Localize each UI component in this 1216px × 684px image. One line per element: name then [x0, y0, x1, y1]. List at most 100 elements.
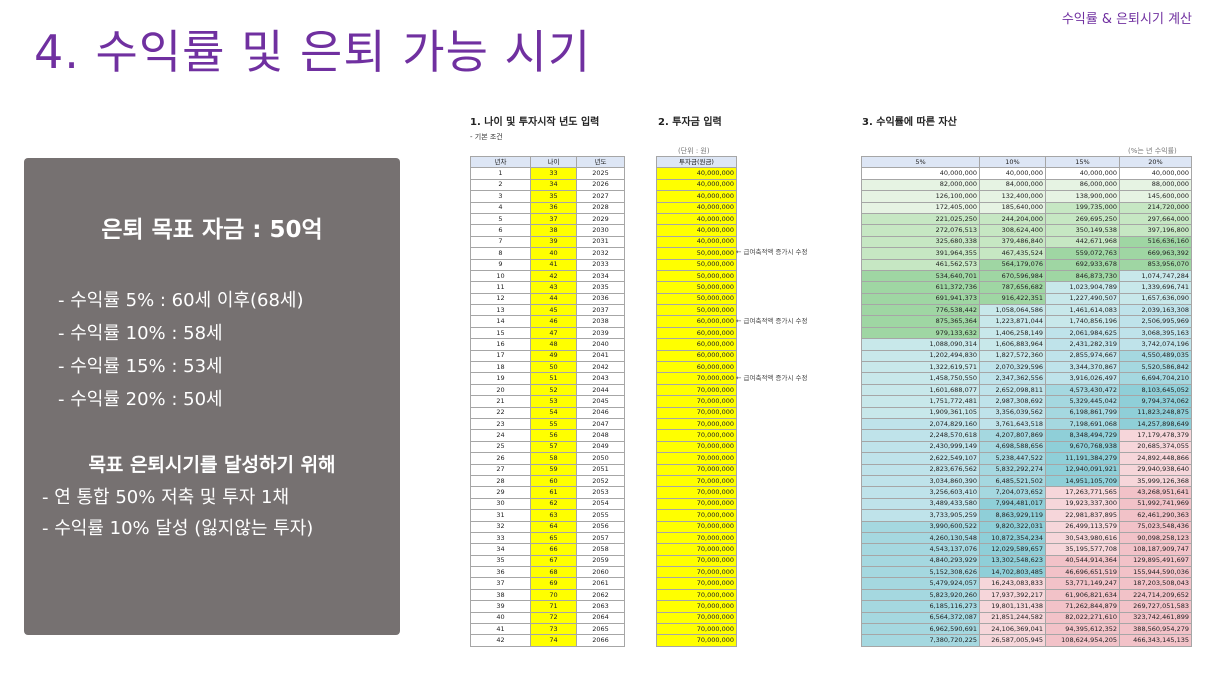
table-cell[interactable]: 40,000,000 [656, 224, 737, 237]
table-cell[interactable]: 35,195,577,708 [1045, 543, 1120, 556]
table-cell[interactable]: 10,872,354,234 [979, 531, 1046, 545]
table-cell[interactable]: 3,733,905,259 [861, 509, 980, 522]
table-cell[interactable]: 46 [530, 315, 577, 328]
table-cell[interactable]: 5,152,308,626 [861, 566, 980, 579]
table-cell[interactable]: 126,100,000 [861, 190, 980, 203]
table-cell[interactable]: 60,000,000 [656, 338, 737, 351]
table-cell[interactable]: 516,636,160 [1119, 235, 1192, 249]
table-cell[interactable]: 2031 [576, 235, 625, 249]
table-cell[interactable]: 2049 [576, 440, 625, 454]
table-cell[interactable]: 5,238,447,522 [979, 452, 1046, 465]
table-cell[interactable]: 2050 [576, 452, 625, 465]
table-cell[interactable]: 3,742,074,196 [1119, 338, 1192, 351]
table-cell[interactable]: 269,695,250 [1045, 212, 1120, 226]
table-cell[interactable]: 3,344,370,867 [1045, 361, 1120, 374]
table-cell[interactable]: 2057 [576, 531, 625, 545]
table-cell[interactable]: 269,727,051,583 [1119, 600, 1192, 613]
table-cell[interactable]: 22,981,837,895 [1045, 509, 1120, 522]
table-cell[interactable]: 14,702,803,485 [979, 566, 1046, 579]
table-cell[interactable]: 46,696,651,519 [1045, 566, 1120, 579]
table-cell[interactable]: 84,000,000 [979, 178, 1046, 192]
table-cell[interactable]: 45 [530, 304, 577, 317]
table-cell[interactable]: 25 [470, 440, 531, 454]
table-cell[interactable]: 75,023,548,436 [1119, 520, 1192, 533]
table-cell[interactable]: 138,900,000 [1045, 190, 1120, 203]
table-cell[interactable]: 37 [470, 577, 531, 590]
table-cell[interactable]: 7,204,073,652 [979, 486, 1046, 499]
table-cell[interactable]: 1,740,856,196 [1045, 315, 1120, 328]
table-cell[interactable]: 2033 [576, 258, 625, 271]
table-cell[interactable]: 60,000,000 [656, 326, 737, 340]
table-cell[interactable]: 2056 [576, 520, 625, 533]
table-cell[interactable]: 5,329,445,042 [1045, 395, 1120, 408]
table-cell[interactable]: 6,694,704,210 [1119, 372, 1192, 385]
table-cell[interactable]: 70,000,000 [656, 463, 737, 476]
table-cell[interactable]: 2048 [576, 429, 625, 442]
table-cell[interactable]: 19,923,337,300 [1045, 497, 1120, 511]
table-cell[interactable]: 4,840,293,929 [861, 554, 980, 568]
table-cell[interactable]: 40,000,000 [656, 190, 737, 203]
table-cell[interactable]: 6,485,521,502 [979, 474, 1046, 488]
table-cell[interactable]: 3 [470, 190, 531, 203]
table-cell[interactable]: 26,587,005,945 [979, 634, 1046, 647]
table-cell[interactable]: 35 [530, 190, 577, 203]
table-cell[interactable]: 325,680,338 [861, 235, 980, 249]
table-cell[interactable]: 2029 [576, 212, 625, 226]
table-cell[interactable]: 88,000,000 [1119, 178, 1192, 192]
table-cell[interactable]: 5 [470, 212, 531, 226]
table-cell[interactable]: 2037 [576, 304, 625, 317]
table-cell[interactable]: 64 [530, 520, 577, 533]
table-cell[interactable]: 2032 [576, 247, 625, 260]
table-cell[interactable]: 19,801,131,438 [979, 600, 1046, 613]
table-cell[interactable]: 55 [530, 417, 577, 431]
table-cell[interactable]: 916,422,351 [979, 292, 1046, 306]
table-cell[interactable]: 7 [470, 235, 531, 249]
table-cell[interactable]: 90,098,258,123 [1119, 531, 1192, 545]
table-cell[interactable]: 2060 [576, 566, 625, 579]
table-cell[interactable]: 61,906,821,634 [1045, 588, 1120, 602]
table-cell[interactable]: 172,405,000 [861, 201, 980, 214]
table-cell[interactable]: 42 [530, 269, 577, 283]
table-cell[interactable]: 5,823,920,260 [861, 588, 980, 602]
table-cell[interactable]: 50,000,000 [656, 247, 737, 260]
table-cell[interactable]: 669,963,392 [1119, 247, 1192, 260]
table-cell[interactable]: 2026 [576, 178, 625, 192]
table-cell[interactable]: 2059 [576, 554, 625, 568]
table-cell[interactable]: 1,751,772,481 [861, 395, 980, 408]
table-cell[interactable]: 8,348,494,729 [1045, 429, 1120, 442]
table-cell[interactable]: 35,999,126,368 [1119, 474, 1192, 488]
table-cell[interactable]: 40,000,000 [656, 212, 737, 226]
table-cell[interactable]: 14 [470, 315, 531, 328]
table-cell[interactable]: 3,761,643,518 [979, 417, 1046, 431]
table-cell[interactable]: 2040 [576, 338, 625, 351]
table-cell[interactable]: 2,855,974,667 [1045, 349, 1120, 363]
table-cell[interactable]: 28 [470, 474, 531, 488]
table-cell[interactable]: 65 [530, 531, 577, 545]
table-cell[interactable]: 38 [470, 588, 531, 602]
table-cell[interactable]: 33 [470, 531, 531, 545]
table-cell[interactable]: 3,990,600,522 [861, 520, 980, 533]
table-cell[interactable]: 2030 [576, 224, 625, 237]
table-cell[interactable]: 61 [530, 486, 577, 499]
table-cell[interactable]: 12,940,091,921 [1045, 463, 1120, 476]
table-cell[interactable]: 12 [470, 292, 531, 306]
table-cell[interactable]: 20,685,374,055 [1119, 440, 1192, 454]
table-cell[interactable]: 379,486,840 [979, 235, 1046, 249]
table-cell[interactable]: 27 [470, 463, 531, 476]
table-cell[interactable]: 7,198,691,068 [1045, 417, 1120, 431]
table-cell[interactable]: 2,430,999,149 [861, 440, 980, 454]
table-cell[interactable]: 2036 [576, 292, 625, 306]
table-cell[interactable]: 1,909,361,105 [861, 406, 980, 420]
table-cell[interactable]: 3,034,860,390 [861, 474, 980, 488]
table-cell[interactable]: 1,601,688,077 [861, 383, 980, 397]
table-cell[interactable]: 9,794,374,062 [1119, 395, 1192, 408]
table-cell[interactable]: 108,624,954,205 [1045, 634, 1120, 647]
table-cell[interactable]: 2,039,163,308 [1119, 304, 1192, 317]
table-cell[interactable]: 1,322,619,571 [861, 361, 980, 374]
table-cell[interactable]: 70,000,000 [656, 588, 737, 602]
table-cell[interactable]: 2062 [576, 588, 625, 602]
table-cell[interactable]: 1,023,904,789 [1045, 281, 1120, 294]
table-cell[interactable]: 40,000,000 [656, 178, 737, 192]
table-cell[interactable]: 2027 [576, 190, 625, 203]
table-cell[interactable]: 8,103,645,052 [1119, 383, 1192, 397]
